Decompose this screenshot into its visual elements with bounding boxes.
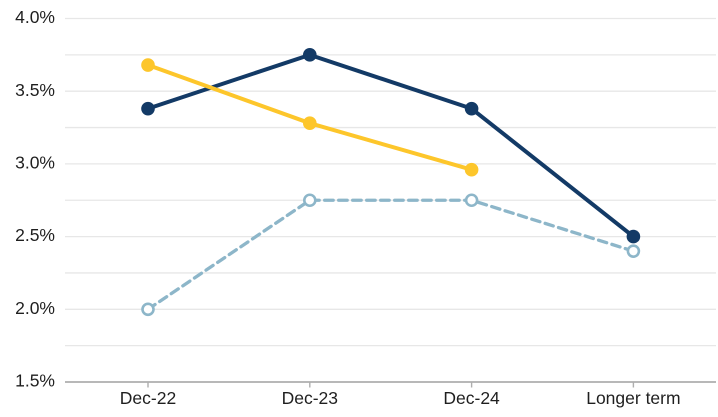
data-point-marker-dark-navy-solid — [141, 101, 155, 116]
series-line-dark-navy-solid — [146, 52, 636, 239]
data-point-marker-gold-solid — [464, 162, 479, 177]
y-axis-tick-label: 2.0% — [15, 298, 55, 318]
data-point-marker-dark-navy-solid — [303, 48, 317, 62]
y-axis-tick-label: 4.0% — [15, 7, 55, 27]
x-axis-category-label: Dec-23 — [282, 388, 338, 408]
data-point-marker-light-blue-dashed-open-markers — [626, 244, 641, 258]
data-point-marker-dark-navy-solid — [464, 101, 479, 116]
series-line-light-blue-dashed-open-markers — [146, 198, 636, 311]
y-axis-tick-label: 2.5% — [15, 225, 55, 245]
x-axis-category-label: Dec-24 — [443, 388, 500, 408]
data-point-marker-light-blue-dashed-open-markers — [302, 193, 317, 208]
data-point-marker-gold-solid — [141, 58, 155, 72]
data-point-marker-dark-navy-solid — [626, 229, 641, 244]
x-axis-category-label: Dec-22 — [120, 388, 176, 408]
data-point-marker-light-blue-dashed-open-markers — [464, 193, 479, 208]
data-point-marker-gold-solid — [303, 116, 317, 130]
y-axis-tick-label: 1.5% — [15, 371, 55, 391]
x-axis-category-label: Longer term — [586, 388, 680, 408]
y-axis-tick-label: 3.5% — [15, 80, 55, 100]
y-axis-tick-label: 3.0% — [15, 153, 55, 173]
data-point-marker-light-blue-dashed-open-markers — [141, 302, 155, 317]
